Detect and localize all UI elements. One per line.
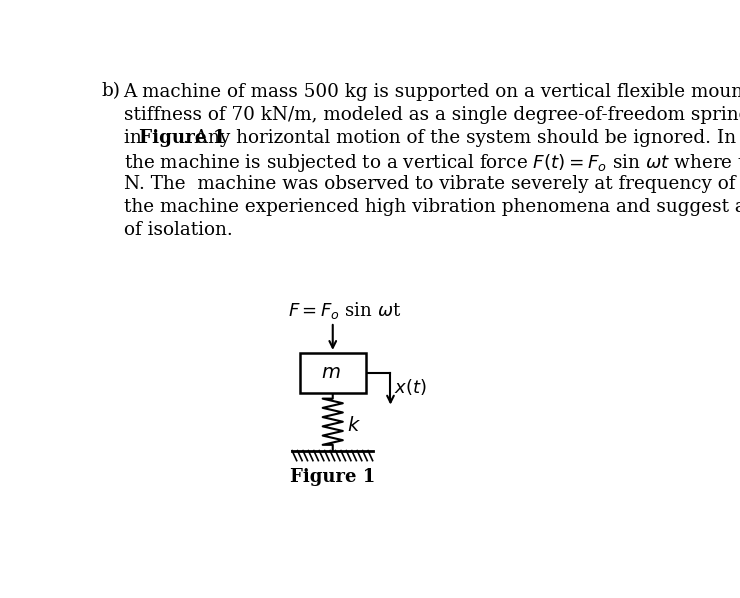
Bar bbox=[300, 353, 366, 393]
Text: Figure 1: Figure 1 bbox=[139, 129, 226, 147]
Text: $k$: $k$ bbox=[348, 416, 361, 435]
Text: N. The  machine was observed to vibrate severely at frequency of 110 rpm. Justif: N. The machine was observed to vibrate s… bbox=[124, 175, 740, 193]
Text: the machine is subjected to a vertical force $F(t) = F_o$ sin $\omega t$ where t: the machine is subjected to a vertical f… bbox=[124, 152, 740, 174]
Text: in: in bbox=[124, 129, 147, 147]
Text: $F = F_o$ sin $\omega$t: $F = F_o$ sin $\omega$t bbox=[288, 300, 401, 322]
Text: $x(t)$: $x(t)$ bbox=[394, 377, 426, 396]
Text: . Any horizontal motion of the system should be ignored. In normal operation: . Any horizontal motion of the system sh… bbox=[184, 129, 740, 147]
Text: b): b) bbox=[102, 83, 121, 100]
Text: Figure 1: Figure 1 bbox=[290, 468, 375, 486]
Text: A machine of mass 500 kg is supported on a vertical flexible mounting with equiv: A machine of mass 500 kg is supported on… bbox=[124, 83, 740, 100]
Text: the machine experienced high vibration phenomena and suggest a solution to attai: the machine experienced high vibration p… bbox=[124, 198, 740, 216]
Text: of isolation.: of isolation. bbox=[124, 221, 232, 239]
Text: stiffness of 70 kN/m, modeled as a single degree-of-freedom spring-mass system a: stiffness of 70 kN/m, modeled as a singl… bbox=[124, 106, 740, 124]
Text: $m$: $m$ bbox=[320, 364, 340, 382]
